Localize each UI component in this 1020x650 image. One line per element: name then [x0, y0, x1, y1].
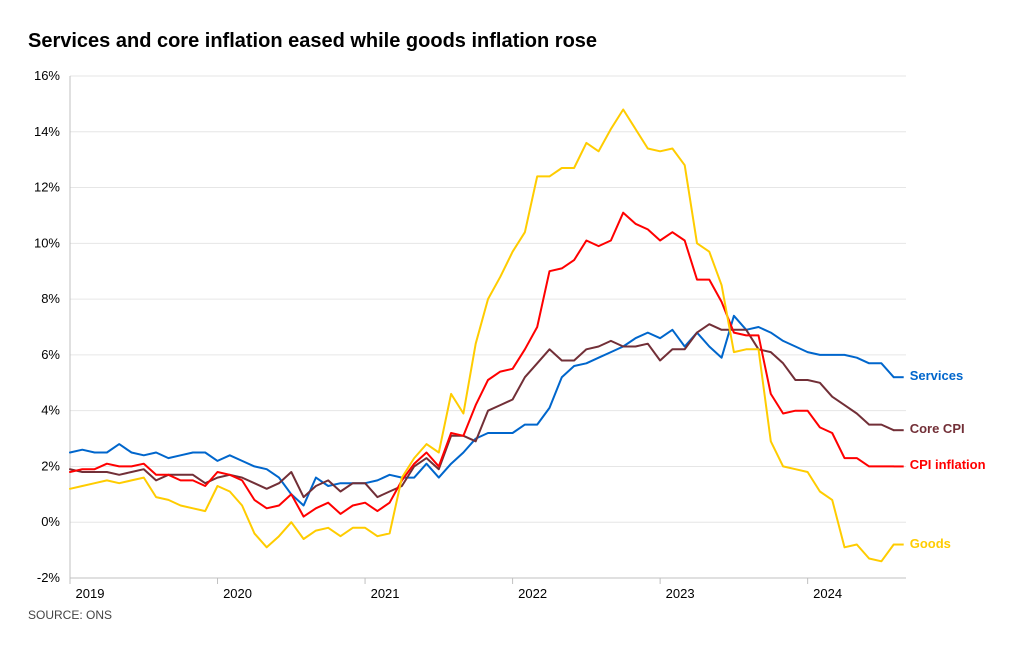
y-axis-label: 12% — [34, 180, 60, 195]
y-axis-label: 4% — [41, 403, 60, 418]
y-axis-label: 2% — [41, 458, 60, 473]
y-axis-label: -2% — [37, 570, 61, 585]
x-axis-label: 2024 — [813, 586, 842, 601]
x-axis-label: 2023 — [666, 586, 695, 601]
y-axis-label: 0% — [41, 514, 60, 529]
y-axis-label: 8% — [41, 291, 60, 306]
series-label-services: Services — [910, 368, 964, 383]
series-label-core: Core CPI — [910, 421, 965, 436]
x-axis-label: 2021 — [371, 586, 400, 601]
x-axis-label: 2019 — [76, 586, 105, 601]
source-text: SOURCE: ONS — [28, 608, 112, 622]
series-label-cpi: CPI inflation — [910, 457, 986, 472]
line-chart: -2% 0% 2% 4% 6% 8% 10% 12% 14% 16% 2019 2020 2021 202… — [0, 0, 1020, 650]
y-axis-label: 10% — [34, 235, 60, 250]
series-cpi — [70, 213, 894, 517]
x-axis-label: 2022 — [518, 586, 547, 601]
y-axis-label: 6% — [41, 347, 60, 362]
y-axis-label: 16% — [34, 68, 60, 83]
series-label-goods: Goods — [910, 536, 951, 551]
y-axis-label: 14% — [34, 124, 60, 139]
x-axis-label: 2020 — [223, 586, 252, 601]
chart-container: Services and core inflation eased while … — [0, 0, 1020, 650]
series-goods — [70, 110, 894, 562]
